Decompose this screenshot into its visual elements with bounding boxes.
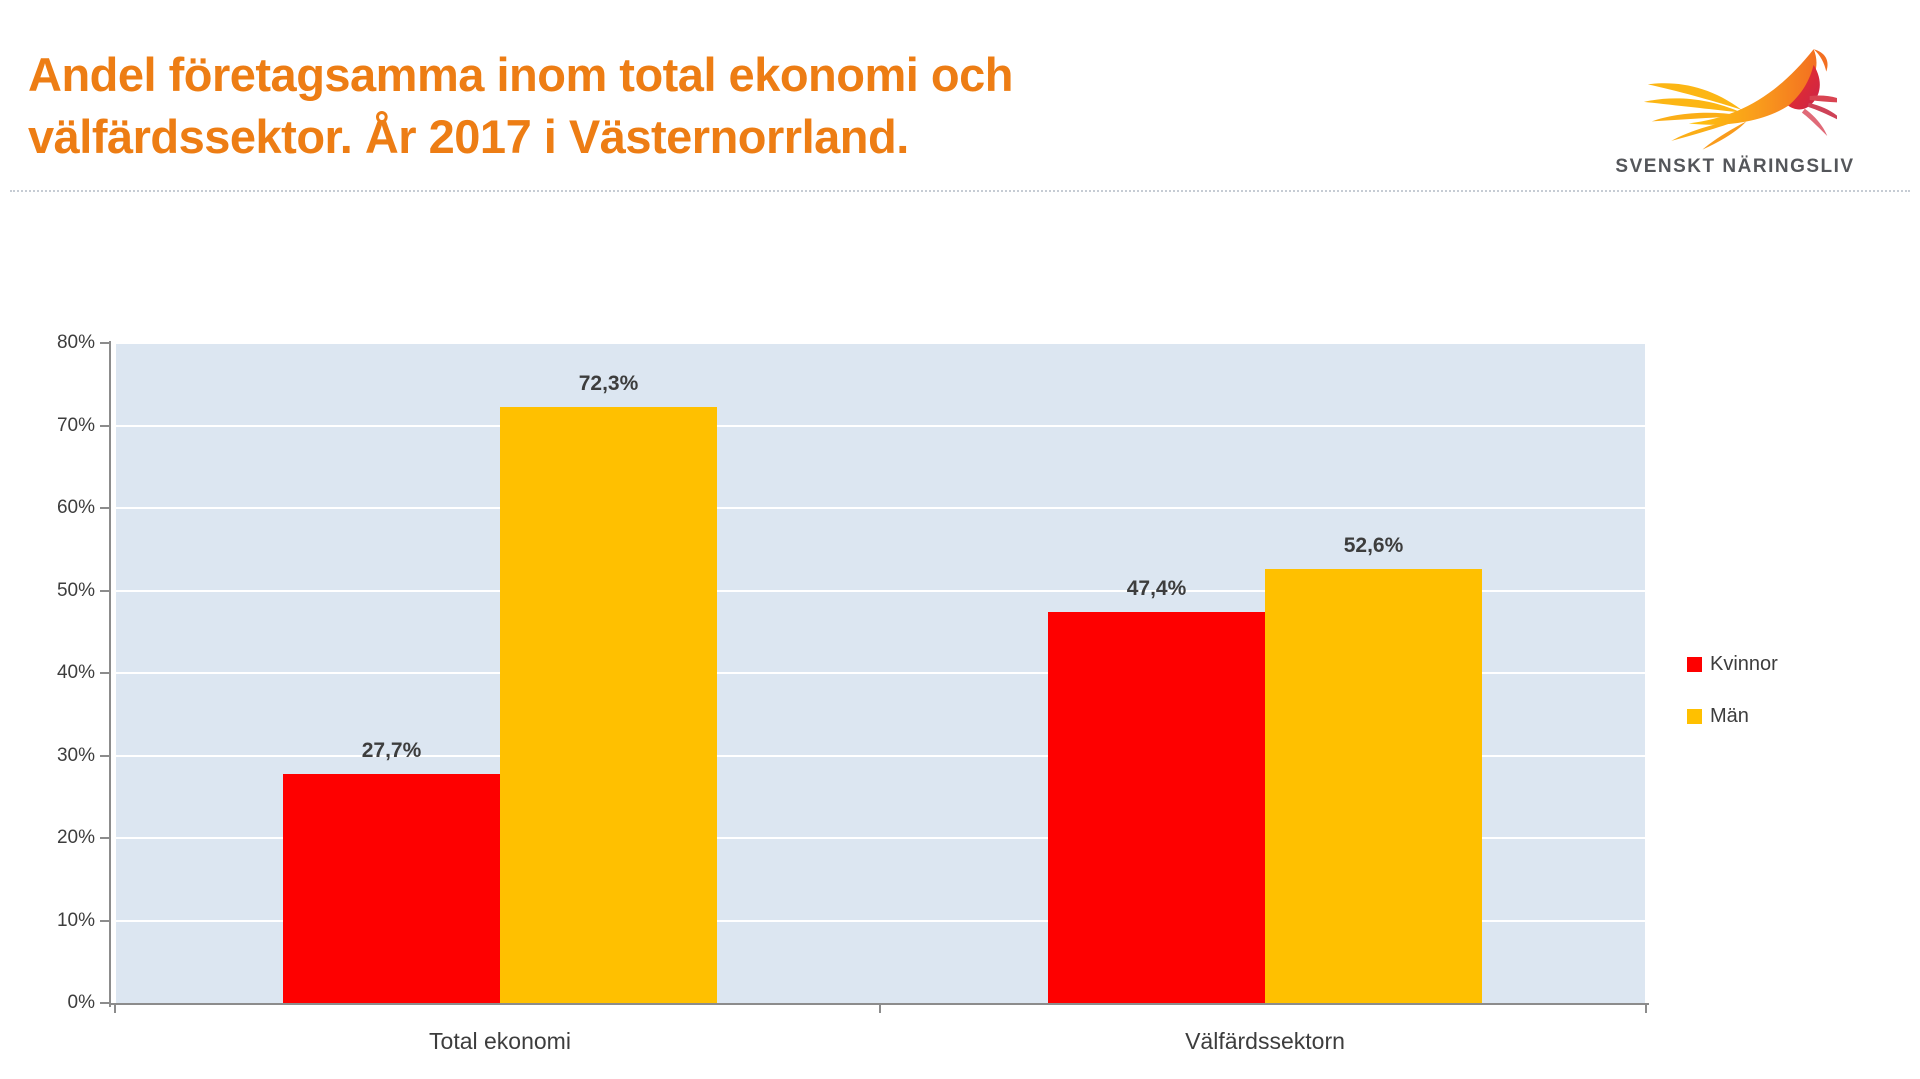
y-tick-mark	[100, 424, 110, 427]
gridline-40	[116, 672, 1645, 674]
page-title: Andel företagsamma inom total ekonomi oc…	[28, 44, 1028, 168]
gridline-80	[116, 342, 1645, 344]
bar-value-label: 52,6%	[1343, 534, 1404, 558]
y-tick-mark	[100, 919, 110, 922]
y-axis-tick-label: 20%	[56, 827, 95, 848]
y-axis-tick-label: 10%	[56, 909, 95, 931]
y-tick-mark	[100, 754, 110, 757]
y-axis-tick-label: 50%	[56, 579, 95, 601]
y-axis-tick-label: 30%	[56, 744, 95, 766]
y-axis-tick-label: 40%	[56, 662, 95, 683]
legend-swatch-kvinnor	[1687, 656, 1702, 672]
legend-swatch-män	[1687, 708, 1702, 724]
logo-bird-icon	[1643, 49, 1837, 150]
bar-value-label: 27,7%	[361, 739, 422, 763]
gridline-20	[116, 837, 1645, 839]
bar-value-label: 47,4%	[1126, 576, 1187, 600]
legend: Kvinnor Män	[1687, 653, 1778, 757]
title-line-2: välfärdssektor. År 2017 i Västernorrland…	[28, 110, 909, 163]
bar-män-1	[1265, 569, 1482, 1004]
y-axis-tick-label: 60%	[56, 497, 95, 518]
gridline-50	[116, 589, 1645, 592]
legend-label: Män	[1710, 705, 1749, 727]
bar-value-label: 72,3%	[578, 371, 639, 395]
x-tick-mark	[879, 1005, 881, 1013]
y-axis-tick-label: 70%	[56, 414, 95, 436]
category-label-1: Välfärdssektorn	[1185, 1028, 1345, 1054]
legend-label: Kvinnor	[1710, 653, 1778, 675]
gridline-70	[116, 424, 1645, 427]
bar-chart: 0% 10% 20% 30% 40% 50% 60% 70% 80% 27,7% 47,4% 72,3…	[0, 240, 1920, 1079]
legend-item-kvinnor: Kvinnor	[1687, 653, 1778, 675]
x-axis-line	[109, 1003, 1649, 1005]
bar-män-0	[500, 406, 717, 1003]
y-tick-mark	[100, 672, 110, 674]
category-label-0: Total ekonomi	[429, 1028, 571, 1054]
bar-kvinnor-0	[283, 774, 500, 1004]
y-tick-mark	[100, 342, 110, 344]
logo-wordmark: SVENSKT NÄRINGSLIV	[1615, 156, 1855, 177]
header-divider	[10, 190, 1910, 192]
y-tick-mark	[100, 1002, 110, 1004]
x-tick-mark	[1645, 1005, 1647, 1013]
y-tick-mark	[100, 589, 110, 592]
gridline-30	[116, 754, 1645, 757]
title-line-1: Andel företagsamma inom total ekonomi oc…	[28, 48, 1013, 101]
y-tick-mark	[100, 837, 110, 839]
y-axis-tick-label: 0%	[67, 992, 95, 1013]
legend-item-män: Män	[1687, 705, 1778, 727]
x-tick-mark	[114, 1005, 116, 1013]
gridline-60	[116, 507, 1645, 509]
svenskt-naringsliv-logo: SVENSKT NÄRINGSLIV	[1600, 38, 1870, 188]
y-axis-tick-label: 80%	[56, 332, 95, 353]
y-tick-mark	[100, 507, 110, 509]
y-axis-line	[109, 341, 111, 1007]
bar-kvinnor-1	[1048, 611, 1265, 1003]
gridline-10	[116, 919, 1645, 922]
